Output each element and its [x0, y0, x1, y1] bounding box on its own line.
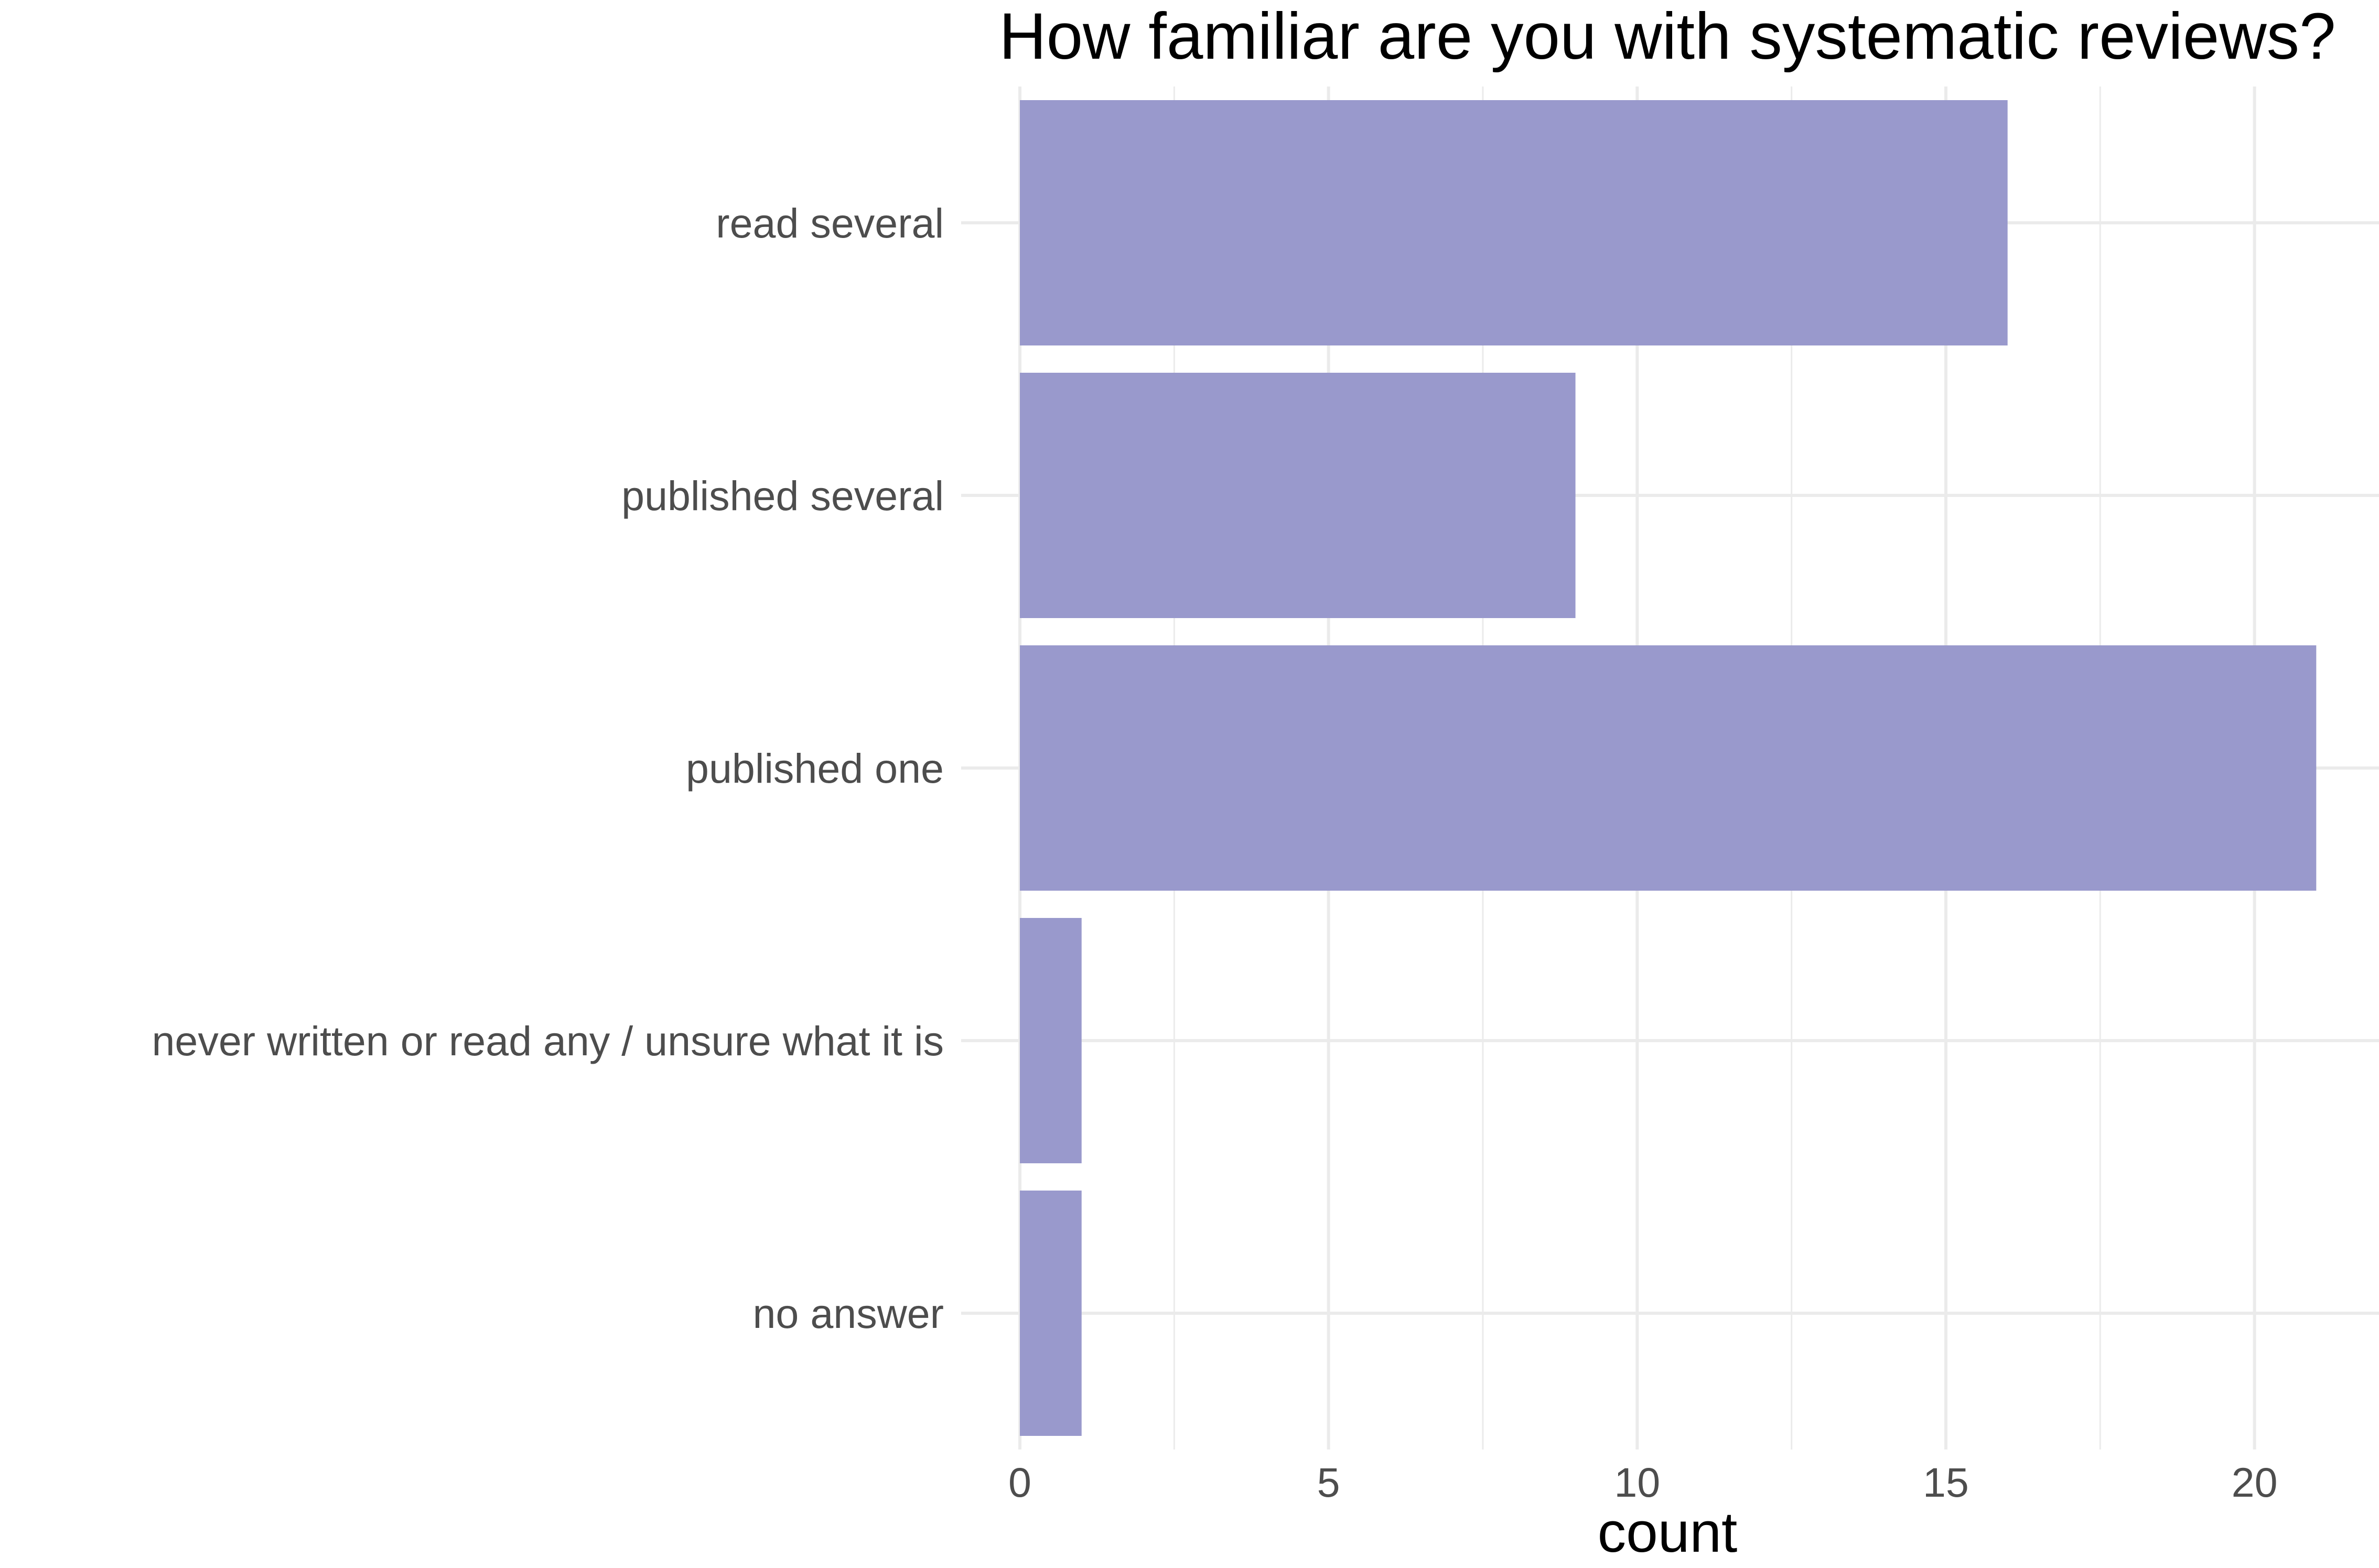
bar-0	[1020, 100, 2008, 345]
x-tick-label: 0	[1008, 1459, 1031, 1506]
category-label: never written or read any / unsure what …	[152, 1018, 944, 1064]
x-tick-labels: 0 5 10 15 20	[1008, 1459, 2278, 1506]
x-axis-label: count	[1598, 1500, 1738, 1564]
bars	[1020, 100, 2317, 1436]
bar-2	[1020, 645, 2317, 891]
category-label: read several	[716, 200, 944, 246]
category-label: published one	[686, 745, 944, 792]
bar-1	[1020, 373, 1576, 618]
x-tick-label: 10	[1614, 1459, 1660, 1506]
category-label: no answer	[753, 1290, 944, 1337]
category-labels: read several published several published o…	[152, 200, 944, 1337]
x-tick-label: 20	[2232, 1459, 2278, 1506]
category-label: published several	[621, 472, 944, 519]
x-tick-label: 15	[1923, 1459, 1969, 1506]
bar-4	[1020, 1191, 1082, 1436]
x-tick-label: 5	[1317, 1459, 1340, 1506]
chart-title: How familiar are you with systematic rev…	[999, 0, 2335, 73]
bar-3	[1020, 918, 1082, 1163]
